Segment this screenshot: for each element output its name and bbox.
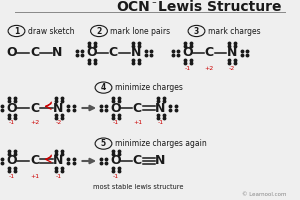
- Text: +2: +2: [205, 66, 214, 71]
- Text: O: O: [86, 46, 97, 60]
- Text: 2: 2: [96, 26, 102, 36]
- Text: +2: +2: [30, 120, 39, 126]
- Text: C: C: [30, 46, 39, 60]
- Text: C: C: [205, 46, 214, 60]
- Text: 3: 3: [194, 26, 199, 36]
- Text: -1: -1: [9, 120, 15, 126]
- Text: O: O: [182, 46, 193, 60]
- Text: mark charges: mark charges: [208, 26, 260, 36]
- Text: © Learnool.com: © Learnool.com: [242, 192, 286, 198]
- Text: C: C: [133, 154, 142, 168]
- Text: N: N: [155, 102, 166, 114]
- Text: -1: -1: [112, 173, 118, 178]
- Text: C: C: [109, 46, 118, 60]
- Text: Lewis Structure: Lewis Structure: [158, 0, 281, 14]
- Text: -1: -1: [158, 120, 164, 126]
- Text: O: O: [110, 102, 121, 114]
- Text: N: N: [155, 154, 166, 168]
- Text: O: O: [110, 154, 121, 168]
- Text: 4: 4: [101, 83, 106, 92]
- Text: -2: -2: [229, 66, 235, 71]
- Text: O: O: [7, 46, 17, 60]
- Text: N: N: [52, 46, 62, 60]
- Text: -1: -1: [9, 173, 15, 178]
- Text: -1: -1: [112, 120, 118, 126]
- Text: ⁻: ⁻: [152, 0, 156, 9]
- Text: most stable lewis structure: most stable lewis structure: [93, 184, 183, 190]
- Text: mark lone pairs: mark lone pairs: [110, 26, 170, 36]
- Text: minimize charges: minimize charges: [115, 83, 183, 92]
- Text: +1: +1: [30, 173, 39, 178]
- Text: O: O: [7, 154, 17, 168]
- Text: OCN: OCN: [116, 0, 150, 14]
- Text: 1: 1: [14, 26, 19, 36]
- Text: C: C: [30, 154, 39, 168]
- Text: -1: -1: [184, 66, 190, 71]
- Text: C: C: [30, 102, 39, 114]
- Text: O: O: [7, 102, 17, 114]
- Text: 5: 5: [101, 139, 106, 148]
- Text: N: N: [226, 46, 237, 60]
- Text: draw sketch: draw sketch: [28, 26, 74, 36]
- Text: -1: -1: [56, 173, 62, 178]
- Text: N: N: [53, 154, 64, 168]
- Text: N: N: [130, 46, 141, 60]
- Text: +1: +1: [133, 120, 142, 126]
- Text: N: N: [53, 102, 64, 114]
- Text: -2: -2: [56, 120, 62, 126]
- Text: minimize charges again: minimize charges again: [115, 139, 207, 148]
- Text: C: C: [133, 102, 142, 114]
